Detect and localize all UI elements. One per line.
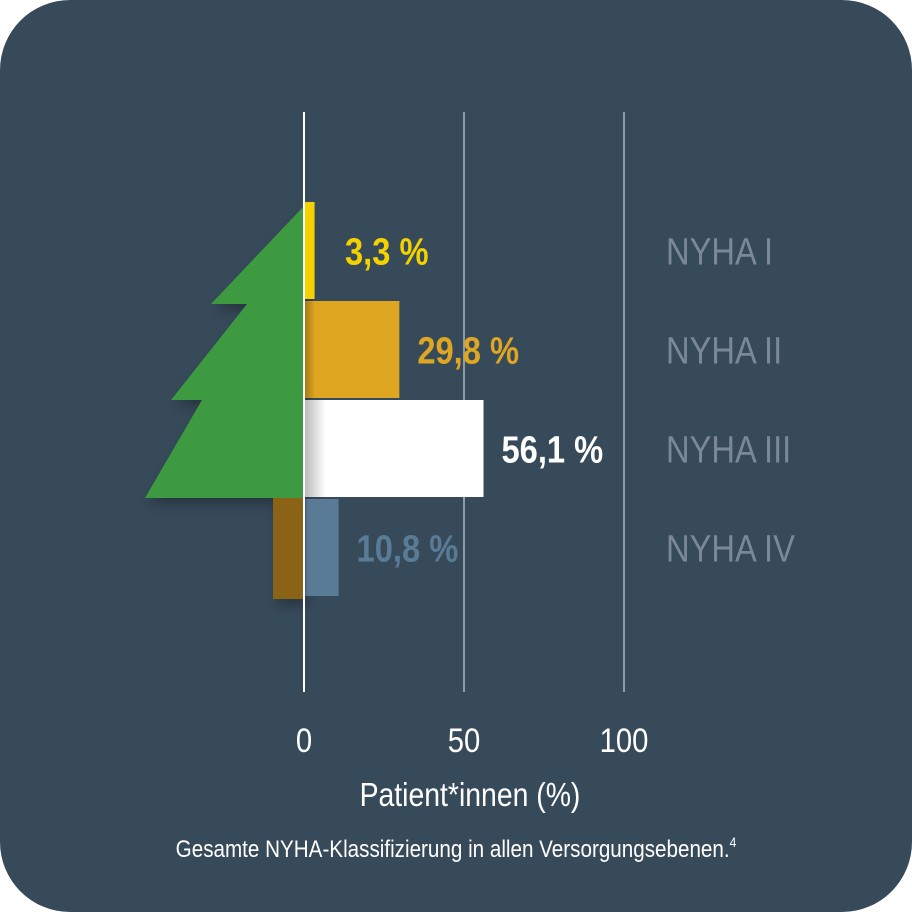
bars bbox=[304, 202, 484, 596]
tree-icon bbox=[145, 206, 304, 498]
x-tick-label: 50 bbox=[448, 721, 481, 760]
category-labels: NYHA I NYHA II NYHA III NYHA IV bbox=[666, 230, 795, 570]
caption-text: Gesamte NYHA-Klassifizierung in allen Ve… bbox=[176, 836, 730, 863]
value-label: 10,8 % bbox=[357, 527, 459, 570]
x-tick-label: 0 bbox=[296, 721, 312, 760]
bar-shade-4 bbox=[304, 499, 339, 596]
tree-illustration bbox=[145, 206, 304, 599]
bar-shade-3 bbox=[304, 400, 484, 497]
bar-shade-2 bbox=[304, 301, 400, 398]
category-label: NYHA III bbox=[666, 428, 791, 471]
x-axis-label: Patient*innen (%) bbox=[360, 776, 581, 814]
x-tick-labels: 0 50 100 bbox=[296, 721, 649, 760]
caption-footnote: 4 bbox=[730, 834, 737, 850]
caption: Gesamte NYHA-Klassifizierung in allen Ve… bbox=[176, 834, 737, 862]
value-labels: 3,3 % 29,8 % 56,1 % 10,8 % bbox=[345, 230, 603, 570]
value-label: 3,3 % bbox=[345, 230, 429, 273]
value-label: 29,8 % bbox=[417, 329, 519, 372]
bar-shade-1 bbox=[304, 202, 315, 299]
x-tick-label: 100 bbox=[600, 721, 649, 760]
category-label: NYHA IV bbox=[666, 527, 795, 570]
category-label: NYHA II bbox=[666, 329, 782, 372]
value-label: 56,1 % bbox=[502, 428, 604, 471]
tree-trunk bbox=[273, 498, 304, 599]
gridlines bbox=[463, 112, 625, 692]
category-label: NYHA I bbox=[666, 230, 773, 273]
